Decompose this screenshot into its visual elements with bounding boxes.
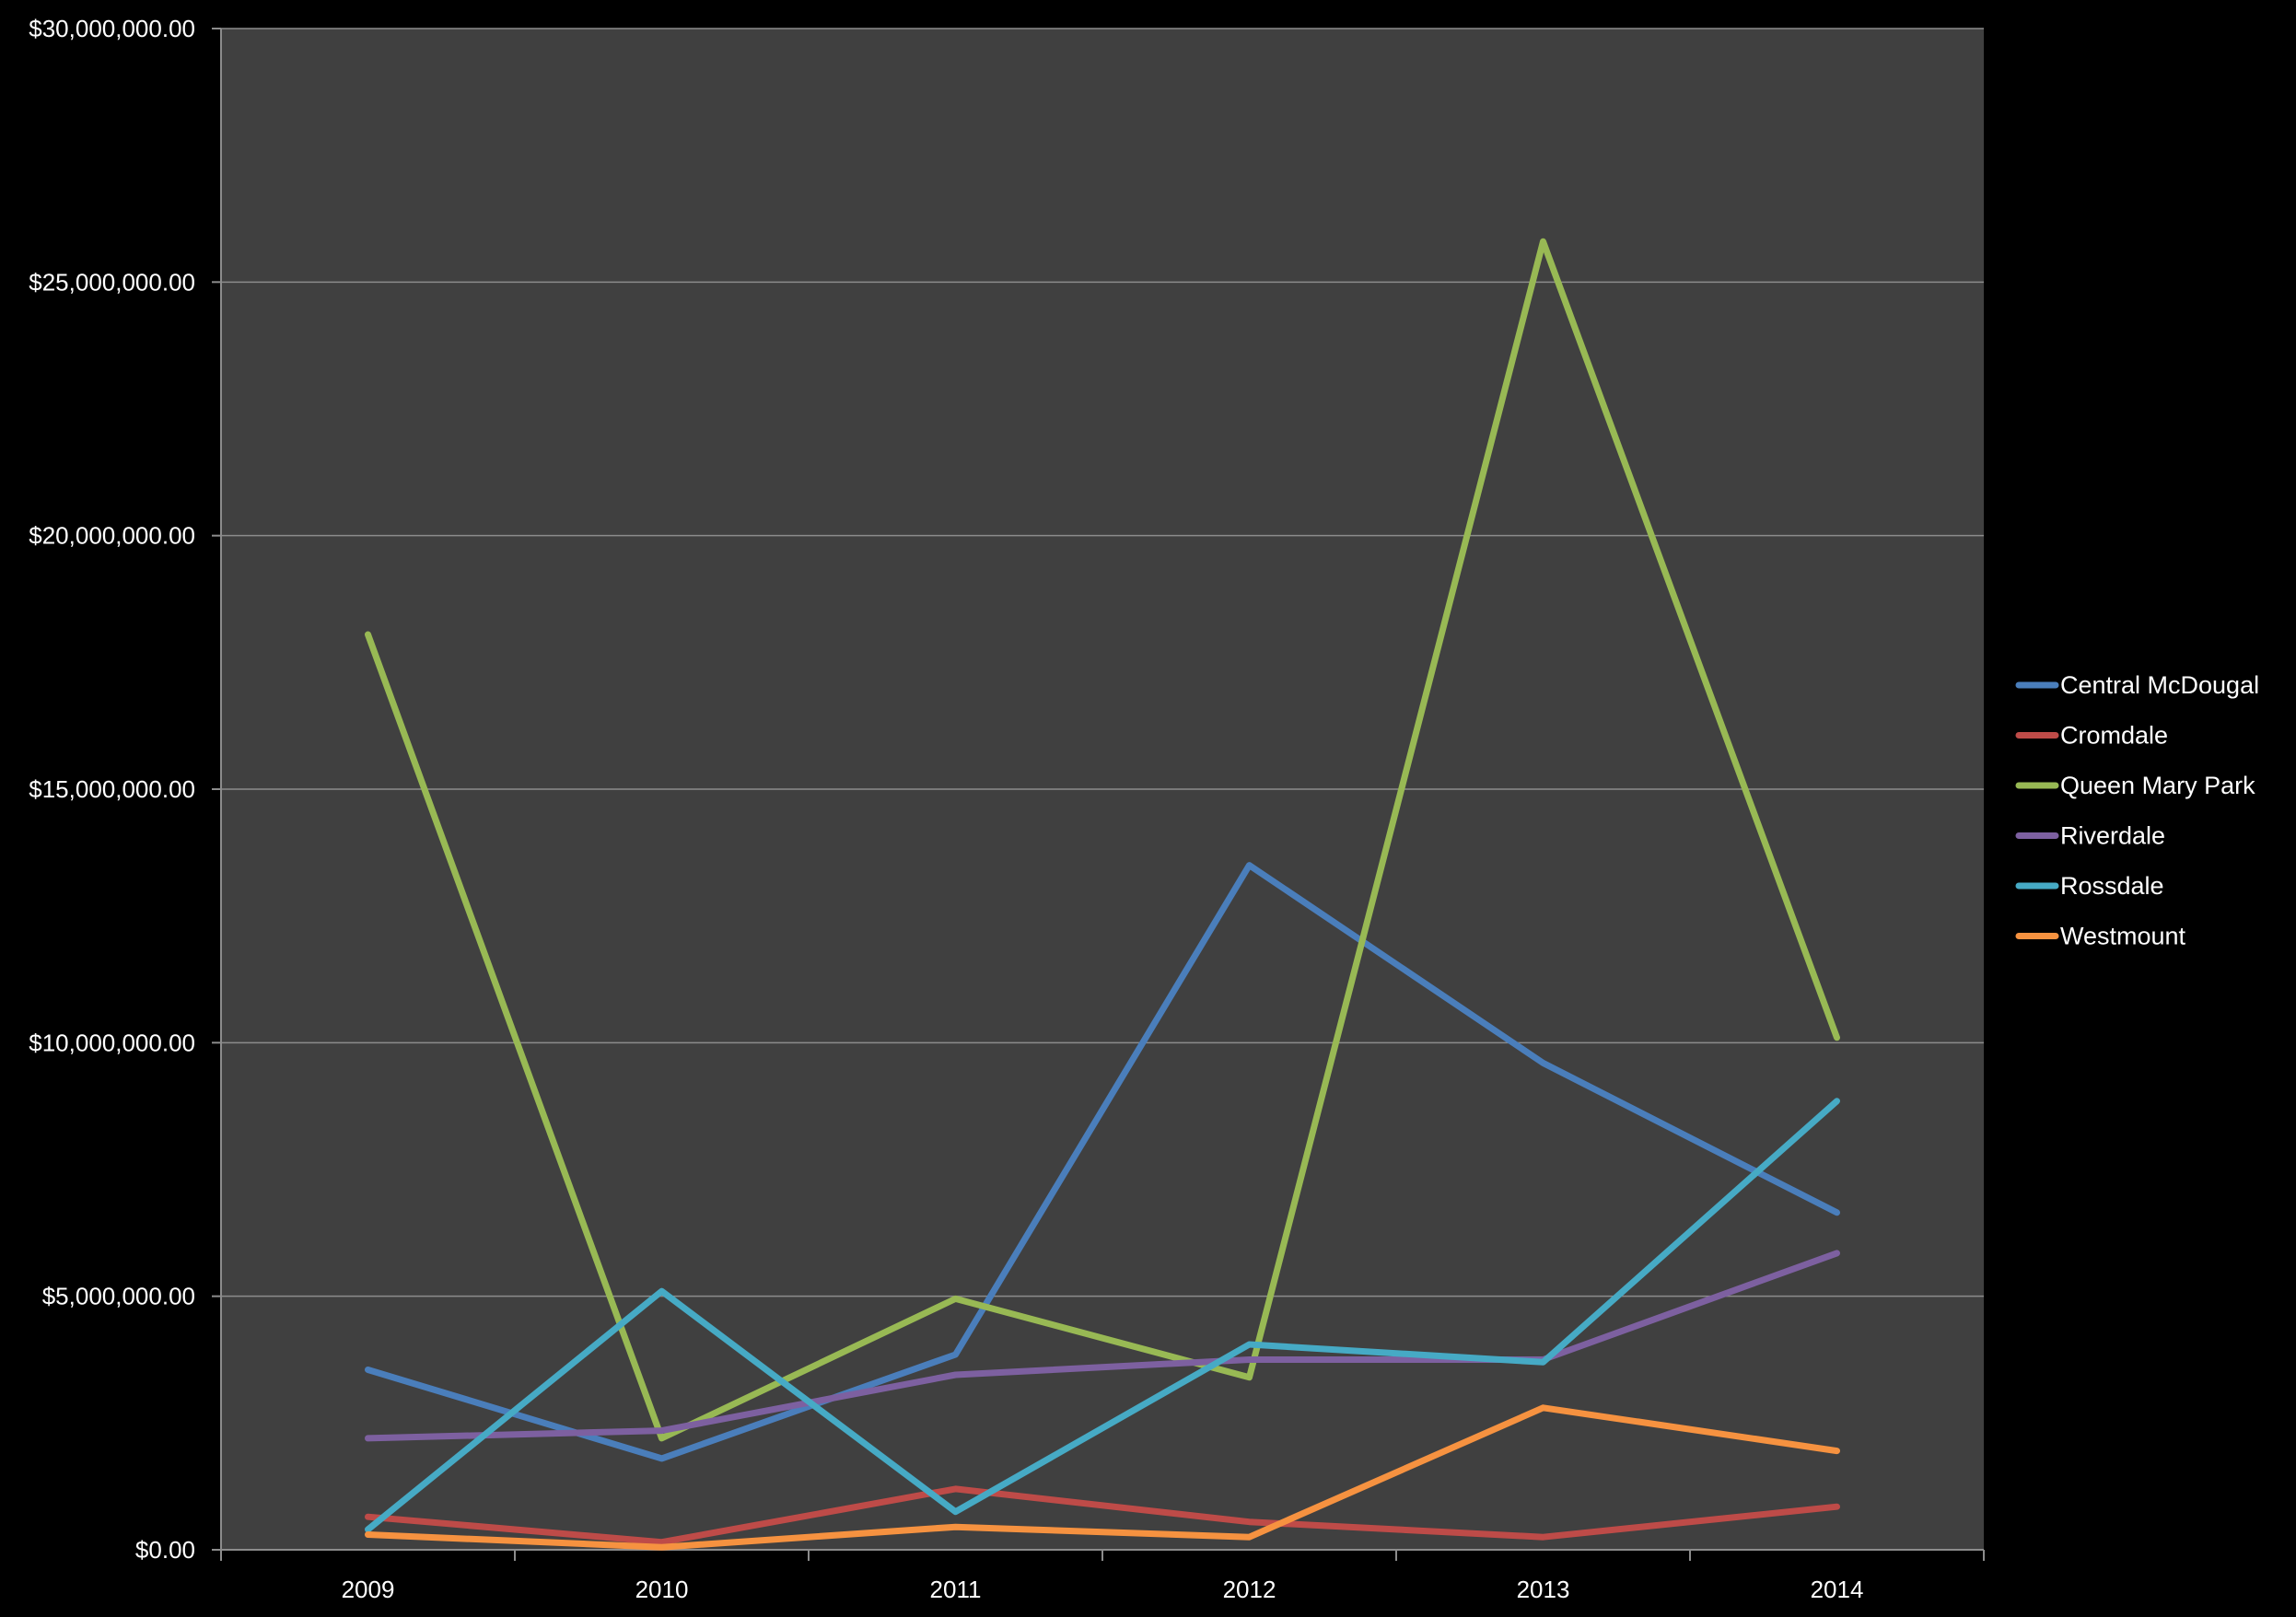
gridlines: [221, 28, 1984, 1297]
y-tick-label: $15,000,000.00: [29, 775, 195, 803]
axes: [212, 28, 1985, 1561]
series-line-queen-mary-park: [365, 238, 1840, 1442]
legend-label-westmount: Westmount: [2060, 923, 2186, 950]
y-tick-label: $30,000,000.00: [29, 15, 195, 42]
series-lines: [365, 238, 1840, 1551]
legend-label-rossdale: Rossdale: [2060, 872, 2164, 900]
y-axis-tick-labels: $0.00 $5,000,000.00 $10,000,000.00 $15,000,…: [29, 15, 195, 1564]
y-tick-label: $25,000,000.00: [29, 268, 195, 296]
series-line-rossdale: [365, 1098, 1840, 1533]
series-line-cromdale: [365, 1485, 1840, 1546]
x-axis-tick-labels: 2009 2010 2011 2012 2013 2014: [342, 1576, 1864, 1603]
x-tick-label: 2010: [635, 1576, 689, 1603]
x-tick-label: 2012: [1223, 1576, 1276, 1603]
legend: Central McDougal Cromdale Queen Mary Park R…: [2015, 671, 2259, 950]
y-tick-label: $0.00: [135, 1536, 195, 1564]
legend-label-cromdale: Cromdale: [2060, 722, 2168, 750]
x-tick-label: 2014: [1811, 1576, 1864, 1603]
series-line-riverdale: [365, 1250, 1840, 1442]
legend-label-riverdale: Riverdale: [2060, 822, 2165, 850]
legend-label-central-mcdougal: Central McDougal: [2060, 671, 2259, 699]
legend-label-queen-mary-park: Queen Mary Park: [2060, 772, 2255, 799]
series-line-central-mcdougal: [365, 862, 1840, 1462]
y-tick-label: $5,000,000.00: [42, 1283, 195, 1310]
series-line-westmount: [365, 1404, 1840, 1551]
x-tick-label: 2011: [930, 1576, 982, 1603]
x-tick-label: 2013: [1517, 1576, 1570, 1603]
y-tick-label: $20,000,000.00: [29, 522, 195, 550]
y-tick-label: $10,000,000.00: [29, 1029, 195, 1056]
x-tick-label: 2009: [342, 1576, 395, 1603]
